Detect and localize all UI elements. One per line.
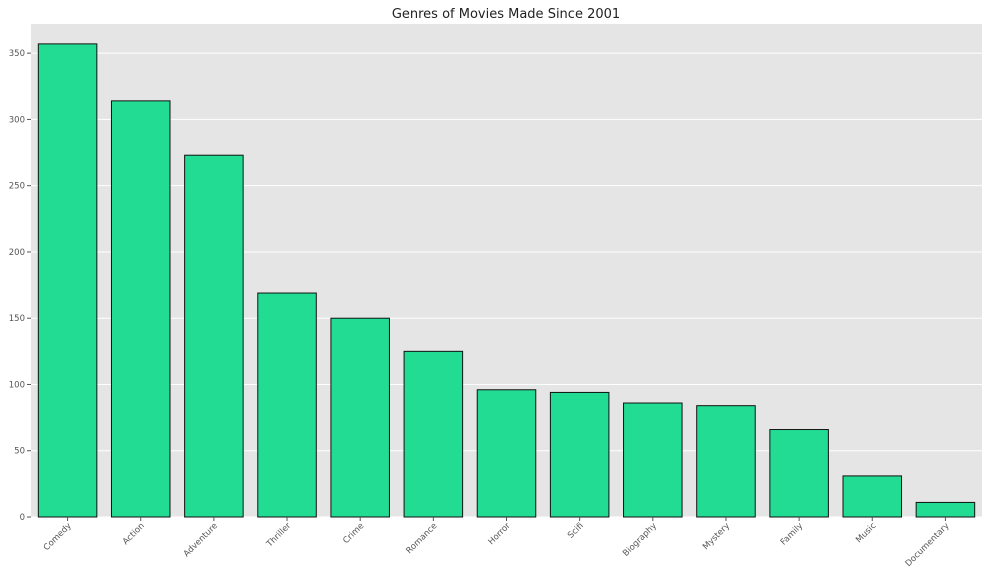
- x-axis: Comedy Action Adventure Thriller Crime Romanc…: [42, 517, 952, 569]
- x-tick-label: Thriller: [264, 521, 293, 550]
- x-tick-label: Adventure: [182, 521, 220, 559]
- y-axis: 0 50 100 150 200 250 300 350: [9, 49, 31, 523]
- y-tick-label: 150: [9, 314, 25, 324]
- x-tick-label: Horror: [486, 521, 512, 547]
- x-tick-label: Scifi: [566, 521, 586, 541]
- x-tick-label: Action: [121, 521, 147, 547]
- y-tick-label: 50: [14, 447, 25, 457]
- bar-mystery: [696, 405, 756, 518]
- bar-biography: [623, 402, 683, 518]
- bar-scifi: [549, 391, 610, 518]
- x-tick-label: Documentary: [904, 521, 952, 569]
- chart-title: Genres of Movies Made Since 2001: [392, 7, 620, 22]
- bar-documentary: [915, 501, 976, 518]
- y-tick-label: 100: [9, 380, 25, 390]
- y-tick-label: 350: [9, 49, 25, 59]
- y-tick-label: 0: [20, 513, 25, 523]
- x-tick-label: Crime: [341, 521, 366, 546]
- bar-crime: [330, 317, 390, 518]
- bar-action: [110, 100, 171, 518]
- y-tick-label: 200: [9, 248, 25, 258]
- x-tick-label: Mystery: [701, 521, 732, 552]
- x-tick-label: Comedy: [42, 521, 74, 553]
- bar-comedy: [37, 43, 98, 518]
- bar-thriller: [257, 292, 317, 518]
- bar-romance: [403, 350, 464, 518]
- bar-horror: [476, 389, 537, 518]
- x-tick-label: Biography: [621, 521, 659, 559]
- bar-adventure: [184, 154, 244, 518]
- y-tick-label: 250: [9, 182, 25, 192]
- bar-family: [769, 429, 829, 518]
- x-tick-label: Family: [779, 521, 805, 547]
- bars: [37, 43, 976, 518]
- x-tick-label: Music: [854, 521, 878, 545]
- y-tick-label: 300: [9, 115, 25, 125]
- x-tick-label: Romance: [404, 521, 439, 556]
- bar-music: [842, 475, 903, 518]
